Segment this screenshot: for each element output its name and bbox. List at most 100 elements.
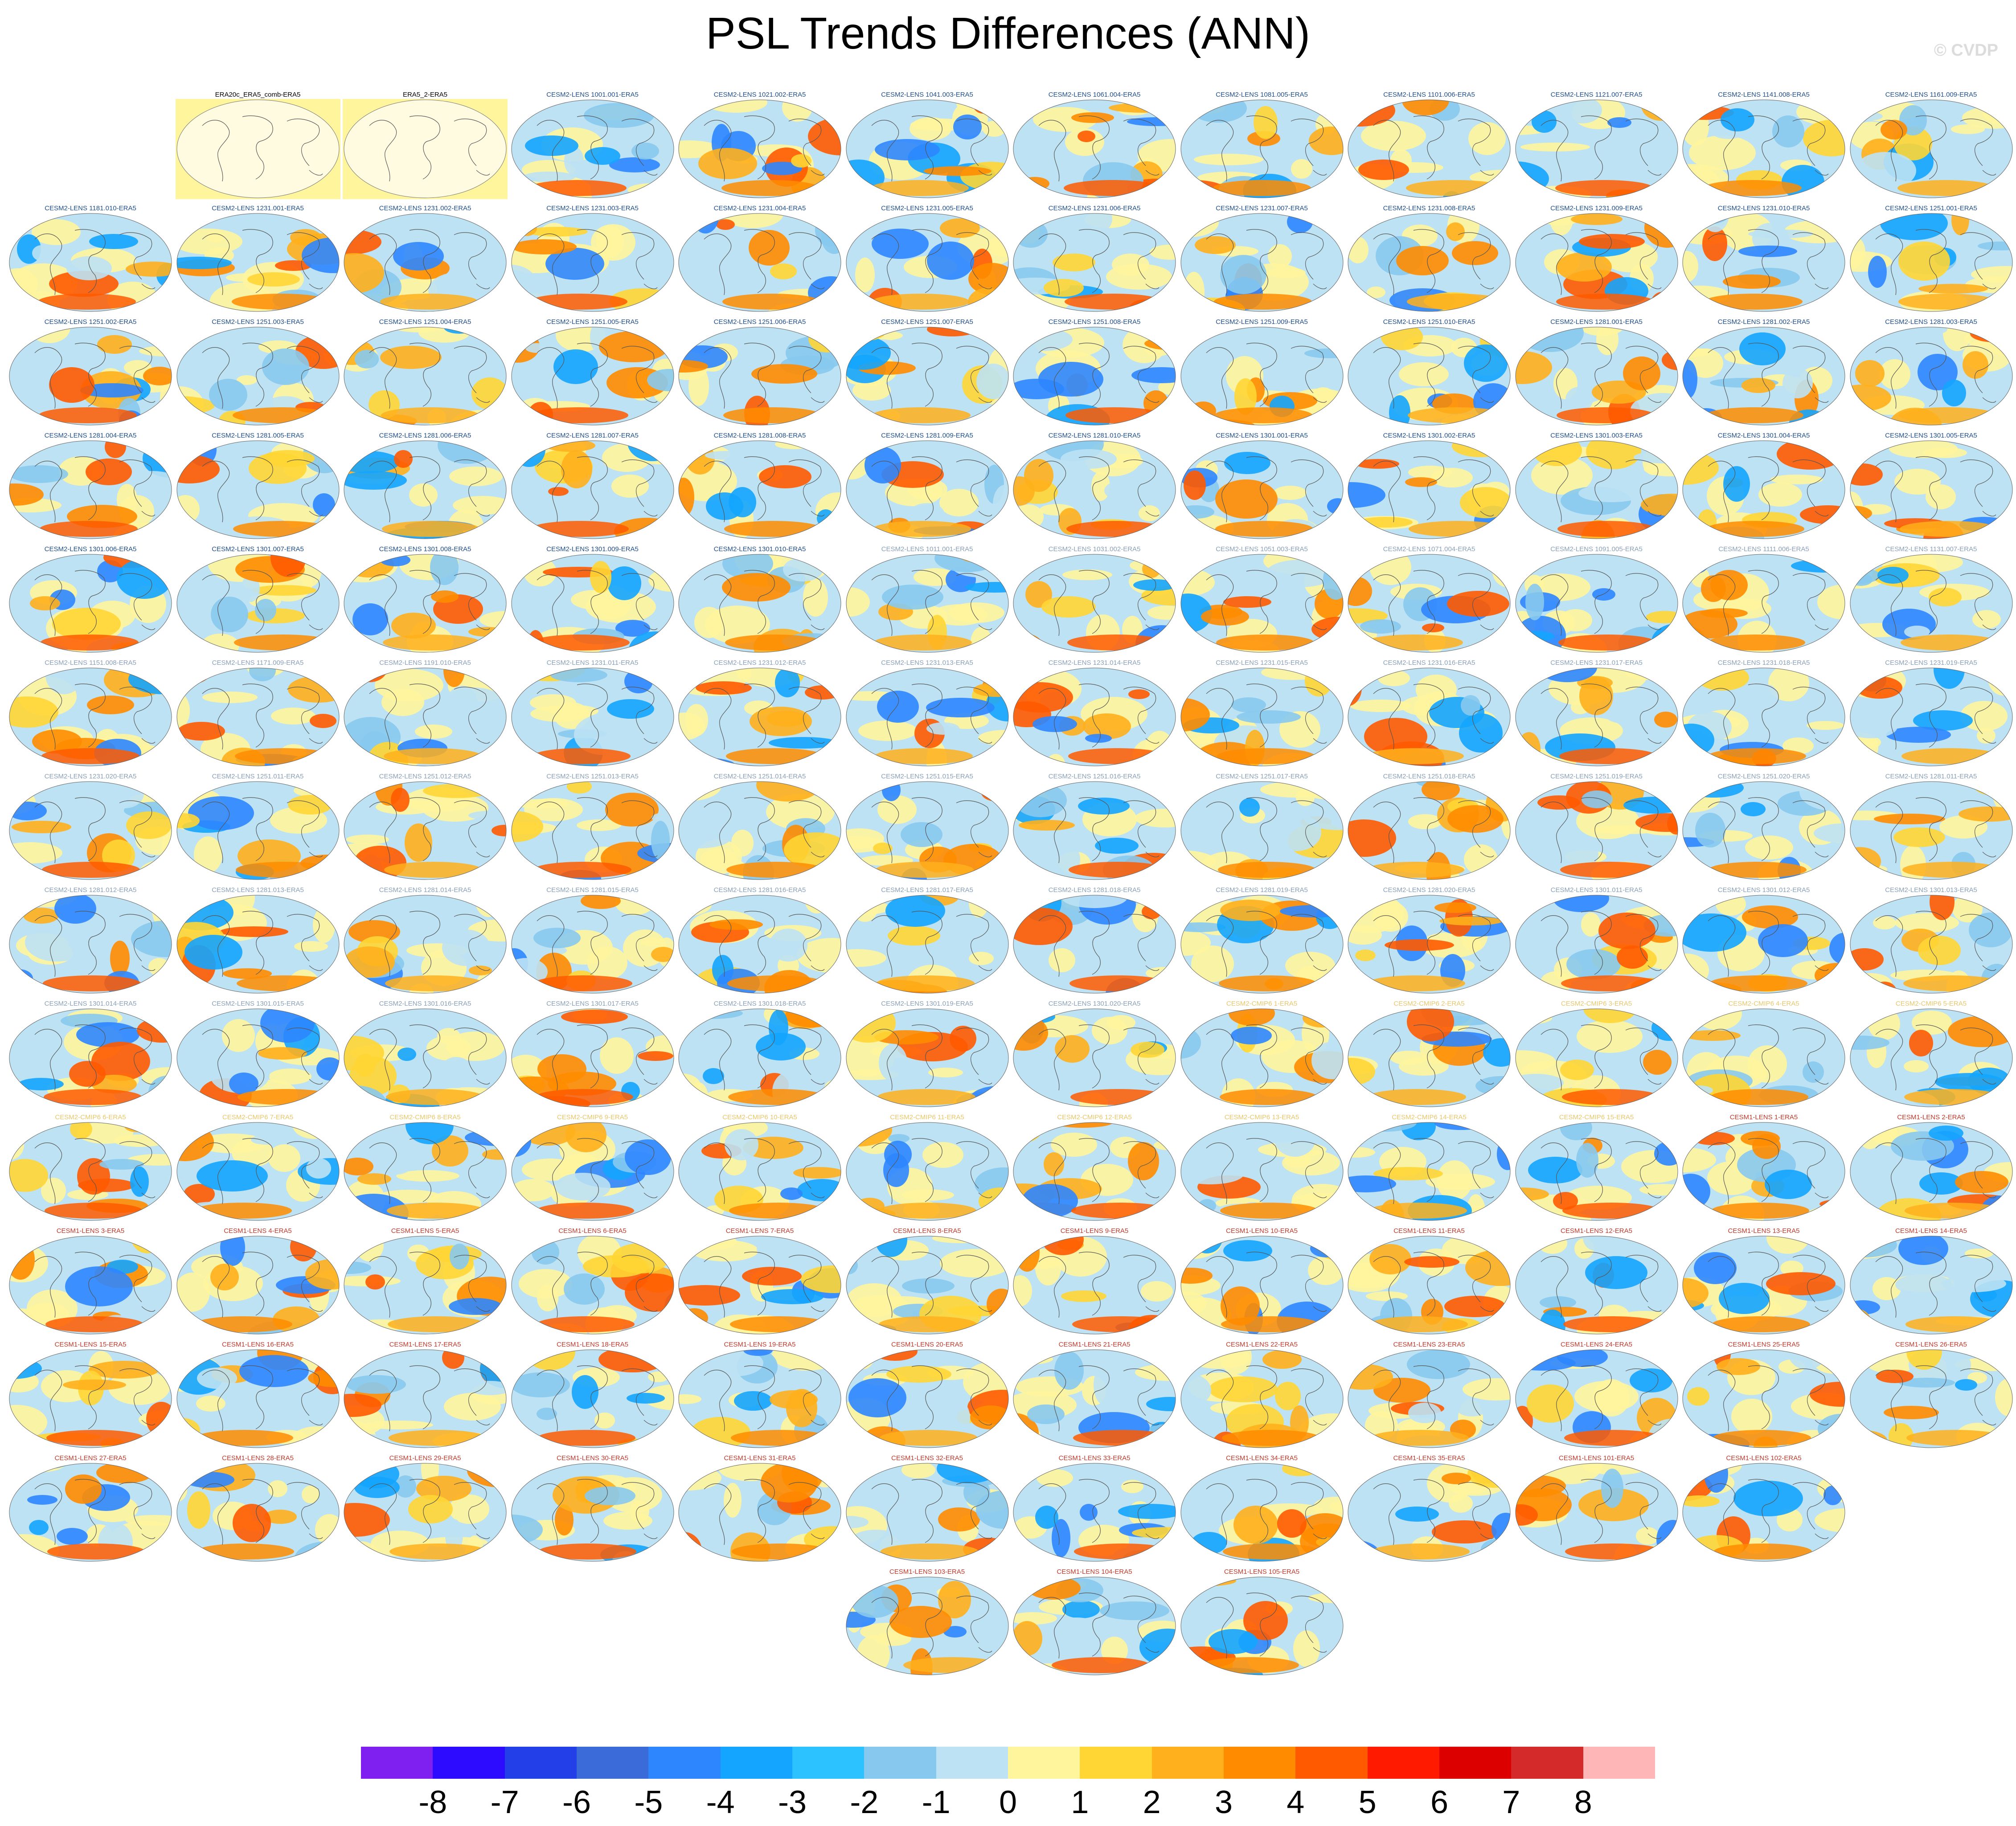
coastline [1541,911,1661,977]
world-map [1013,440,1176,539]
map-panel: CESM2-LENS 1281.005-ERA5 [176,430,340,541]
coastline [34,684,156,750]
world-map [678,327,841,426]
coastline [704,1365,825,1432]
coastline [704,1479,825,1545]
coastline [1875,797,1996,864]
world-map [1850,327,2012,426]
world-map [344,327,507,426]
world-map [1013,327,1176,426]
panel-title: CESM2-LENS 1251.011-ERA5 [212,773,304,780]
coastline [871,456,992,523]
map-panel: CESM2-LENS 1251.013-ERA5 [510,771,675,882]
panel-title: CESM2-CMIP6 14-ERA5 [1392,1114,1467,1121]
coastline [1875,684,1996,750]
panel-title: CESM1-LENS 8-ERA5 [893,1227,961,1235]
world-map [176,781,339,880]
panel-title: CESM2-LENS 1251.007-ERA5 [881,318,973,326]
coastline [537,1138,657,1204]
panel-title: CESM2-LENS 1051.003-ERA5 [1216,545,1308,553]
panel-title: CESM2-LENS 1281.017-ERA5 [881,886,973,894]
panel-title: CESM1-LENS 16-ERA5 [222,1341,294,1348]
world-map [1850,554,2012,653]
world-map [1180,895,1343,994]
map-panel: CESM2-LENS 1281.019-ERA5 [1180,884,1344,996]
coastline [1373,456,1494,523]
coastline [704,456,825,523]
coastline [871,1138,992,1204]
panel-title: CESM2-LENS 1281.001-ERA5 [1550,318,1643,326]
world-map [846,1008,1008,1107]
world-map [9,1349,172,1448]
coastline [369,343,490,409]
panel-title: CESM2-LENS 1231.011-ERA5 [546,659,639,667]
world-map [176,440,339,539]
world-map [344,667,507,766]
panel-title: CESM1-LENS 30-ERA5 [557,1454,628,1462]
map-panel: CESM1-LENS 6-ERA5 [510,1225,675,1337]
map-panel: CESM1-LENS 7-ERA5 [677,1225,842,1337]
coastline [537,343,657,409]
map-panel: CESM2-CMIP6 6-ERA5 [8,1112,173,1223]
panel-title: CESM2-LENS 1251.008-ERA5 [1048,318,1141,326]
world-map [678,781,841,880]
coastline [1541,1024,1661,1091]
panel-title: CESM2-LENS 1301.009-ERA5 [546,545,639,553]
coastline [1708,229,1829,295]
coastline [871,684,992,750]
map-panel: CESM2-LENS 1301.007-ERA5 [176,544,340,655]
coastline [704,1252,825,1318]
colorbar-tick-label: 6 [1430,1785,1449,1820]
panel-title: CESM1-LENS 1-ERA5 [1729,1114,1798,1121]
world-map [511,1349,674,1448]
map-panel: CESM1-LENS 8-ERA5 [845,1225,1010,1337]
panel-title: CESM2-LENS 1121.007-ERA5 [1550,91,1643,98]
world-map [846,213,1008,312]
coastline [1541,570,1661,636]
coastline [1708,1365,1829,1432]
panel-title: CESM2-LENS 1301.018-ERA5 [713,1000,806,1007]
world-map [344,1463,507,1562]
map-panel: CESM2-CMIP6 15-ERA5 [1514,1112,1679,1223]
world-map [1013,1576,1176,1675]
coastline [1038,1365,1160,1432]
coastline [1206,1024,1327,1091]
colorbar-box [1223,1747,1296,1779]
map-panel: CESM2-LENS 1301.006-ERA5 [8,544,173,655]
map-panel: CESM1-LENS 20-ERA5 [845,1339,1010,1450]
map-panel: CESM2-LENS 1301.014-ERA5 [8,998,173,1110]
coastline [537,229,657,295]
coastline [1875,456,1996,523]
map-panel: CESM2-LENS 1301.011-ERA5 [1514,884,1679,996]
coastline [1875,1024,1996,1091]
coastline [34,1024,156,1091]
map-panel: CESM1-LENS 10-ERA5 [1180,1225,1344,1337]
world-map [1515,1349,1678,1448]
coastline [1206,115,1327,182]
panel-title: CESM2-CMIP6 12-ERA5 [1057,1114,1132,1121]
coastline [1373,797,1494,864]
coastline [369,570,490,636]
world-map [344,440,507,539]
world-map [1682,1122,1845,1221]
panel-title: CESM2-LENS 1281.008-ERA5 [713,432,806,439]
panel-title: CESM2-LENS 1141.008-ERA5 [1718,91,1810,98]
world-map [1348,440,1511,539]
map-panel: CESM1-LENS 101-ERA5 [1514,1453,1679,1564]
panel-title: CESM2-LENS 1251.009-ERA5 [1216,318,1308,326]
panel-title: CESM2-LENS 1001.001-ERA5 [546,91,639,98]
coastline [369,115,490,182]
world-map [678,440,841,539]
panel-title: CESM2-LENS 1231.001-ERA5 [212,205,304,212]
world-map [176,1122,339,1221]
coastline [1206,911,1327,977]
map-panel: CESM2-LENS 1041.003-ERA5 [845,89,1010,201]
coastline [1875,343,1996,409]
panel-title: CESM2-LENS 1281.016-ERA5 [713,886,806,894]
map-panel: CESM2-CMIP6 5-ERA5 [1849,998,2014,1110]
panel-title: CESM1-LENS 35-ERA5 [1393,1454,1465,1462]
world-map [1515,1122,1678,1221]
panel-title: CESM2-LENS 1301.001-ERA5 [1216,432,1308,439]
map-panel: CESM2-LENS 1301.017-ERA5 [510,998,675,1110]
panel-title: CESM2-LENS 1231.003-ERA5 [546,205,639,212]
